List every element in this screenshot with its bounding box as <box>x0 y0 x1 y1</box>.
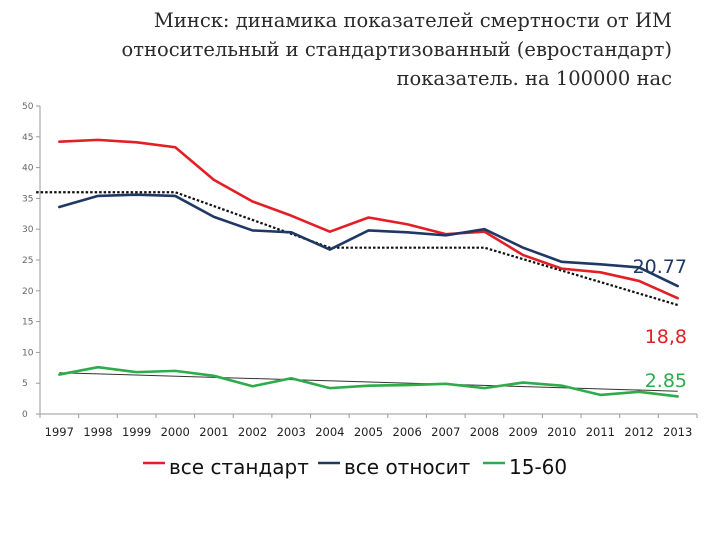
end-label-2: 18,8 <box>645 326 687 348</box>
x-tick-label-1997: 1997 <box>45 425 74 439</box>
y-tick-label-35: 35 <box>22 194 33 204</box>
x-tick-label-2000: 2000 <box>161 425 190 439</box>
title-line-2: относительный и стандартизованный (еврос… <box>121 38 672 61</box>
x-tick-label-2004: 2004 <box>315 425 344 439</box>
y-tick-label-25: 25 <box>22 256 33 266</box>
x-tick-label-2006: 2006 <box>393 425 422 439</box>
y-tick-label-15: 15 <box>22 318 33 328</box>
y-tick-label-50: 50 <box>22 102 34 112</box>
x-tick-label-2003: 2003 <box>277 425 306 439</box>
legend-label-1: все стандарт <box>169 455 309 479</box>
y-tick-label-30: 30 <box>22 225 34 235</box>
series-line-1 <box>58 138 679 300</box>
series-line-3 <box>58 365 679 398</box>
y-tick-label-45: 45 <box>22 133 33 143</box>
y-tick-label-0: 0 <box>22 410 28 420</box>
x-tick-label-2012: 2012 <box>624 425 653 439</box>
legend-label-2: все относит <box>344 455 471 479</box>
title-line-1: Минск: динамика показателей смертности о… <box>153 9 672 32</box>
solid-trend-line <box>59 372 678 392</box>
x-tick-label-2011: 2011 <box>586 425 615 439</box>
chart-title: Минск: динамика показателей смертности о… <box>52 6 672 93</box>
x-tick-label-2013: 2013 <box>663 425 692 439</box>
x-tick-label-2009: 2009 <box>508 425 537 439</box>
dotted-trend-line <box>36 191 678 307</box>
y-tick-label-20: 20 <box>22 287 34 297</box>
y-tick-label-10: 10 <box>22 348 34 358</box>
end-label-3: 2.85 <box>645 370 687 392</box>
x-tick-label-2002: 2002 <box>238 425 267 439</box>
axes: 0 5 10 15 20 25 30 35 40 45 50 1997 1998 1999 2000 2001… <box>22 102 698 439</box>
y-tick-label-5: 5 <box>22 379 28 389</box>
legend-label-3: 15-60 <box>509 455 567 479</box>
x-tick-label-2001: 2001 <box>199 425 228 439</box>
x-tick-label-1999: 1999 <box>122 425 151 439</box>
end-label-1: 20.77 <box>633 256 687 278</box>
end-labels: 20.77 18,8 2.85 <box>633 256 687 392</box>
x-tick-label-2010: 2010 <box>547 425 576 439</box>
series-lines <box>58 138 679 398</box>
title-line-3: показатель. на 100000 нас <box>396 67 672 90</box>
x-tick-label-2005: 2005 <box>354 425 383 439</box>
x-tick-label-2007: 2007 <box>431 425 460 439</box>
x-tick-label-1998: 1998 <box>83 425 112 439</box>
x-tick-label-2008: 2008 <box>470 425 499 439</box>
y-tick-label-40: 40 <box>22 164 34 174</box>
series-line-2 <box>58 193 679 288</box>
legend: все стандарт все относит 15-60 <box>143 455 567 479</box>
